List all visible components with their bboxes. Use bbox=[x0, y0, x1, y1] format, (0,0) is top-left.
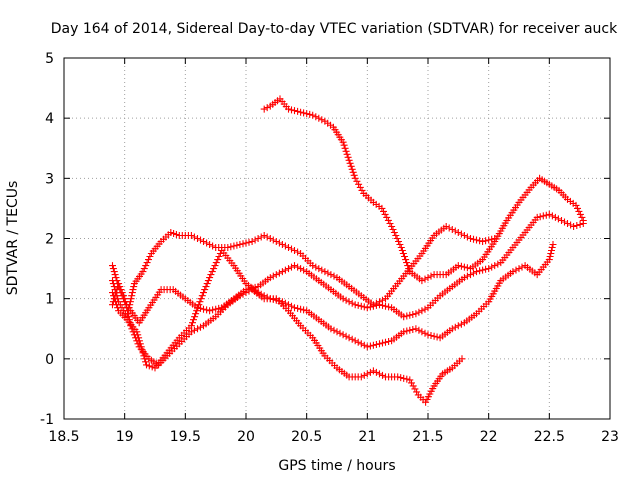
x-tick-label: 23 bbox=[601, 429, 619, 445]
series-track-4 bbox=[109, 241, 557, 372]
y-tick-label: 0 bbox=[45, 352, 54, 368]
series-markers bbox=[109, 223, 499, 321]
series-markers bbox=[109, 241, 557, 372]
y-axis-label: SDTVAR / TECUs bbox=[5, 181, 21, 296]
x-tick-label: 21.5 bbox=[412, 429, 443, 445]
axis-ticks bbox=[63, 57, 611, 420]
y-tick-label: 5 bbox=[45, 51, 54, 67]
x-tick-label: 19 bbox=[116, 429, 134, 445]
data-series bbox=[109, 95, 587, 406]
x-tick-label: 22 bbox=[480, 429, 498, 445]
y-tick-label: 3 bbox=[45, 171, 54, 187]
y-tick-label: -1 bbox=[40, 412, 54, 428]
x-axis-label: GPS time / hours bbox=[278, 458, 395, 474]
y-tick-label: 1 bbox=[45, 292, 54, 308]
x-tick-label: 21 bbox=[358, 429, 376, 445]
x-tick-label: 18.5 bbox=[48, 429, 79, 445]
chart-title: Day 164 of 2014, Sidereal Day-to-day VTE… bbox=[51, 21, 618, 37]
series-track-5 bbox=[109, 280, 466, 406]
x-tick-label: 20 bbox=[237, 429, 255, 445]
y-tick-labels: -1 0 1 2 3 4 5 bbox=[40, 51, 54, 428]
x-tick-label: 20.5 bbox=[291, 429, 322, 445]
series-track-2 bbox=[109, 223, 499, 321]
series-markers bbox=[109, 280, 466, 406]
y-tick-label: 2 bbox=[45, 232, 54, 248]
series-track-3 bbox=[109, 210, 587, 327]
series-markers bbox=[260, 95, 587, 285]
x-tick-labels: 18.5 19 19.5 20 20.5 21 21.5 22 22.5 23 bbox=[48, 429, 619, 445]
series-track-1 bbox=[260, 95, 587, 285]
y-tick-label: 4 bbox=[45, 111, 54, 127]
x-tick-label: 19.5 bbox=[170, 429, 201, 445]
x-tick-label: 22.5 bbox=[534, 429, 565, 445]
series-markers bbox=[109, 210, 587, 327]
grid-lines bbox=[64, 58, 610, 419]
